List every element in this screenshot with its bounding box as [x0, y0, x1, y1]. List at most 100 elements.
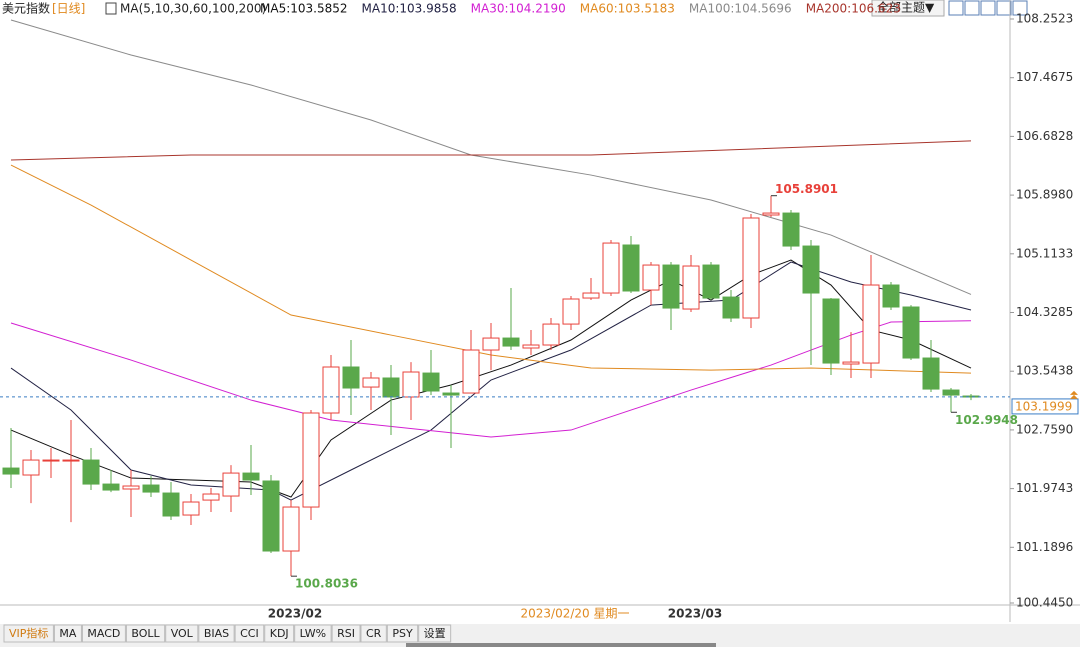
candle-body [322, 366, 340, 414]
tab-label[interactable]: MACD [87, 627, 120, 640]
tab-frame[interactable] [81, 624, 126, 643]
period[interactable]: [日线] [52, 2, 85, 16]
ma-set[interactable]: MA(5,10,30,60,100,200) [120, 2, 266, 16]
tab-label[interactable]: BOLL [131, 627, 160, 640]
tab-frame[interactable] [386, 624, 419, 643]
legend-entry: MA30:104.2190 [471, 2, 566, 16]
candle-body [562, 298, 580, 325]
last-price-box [1011, 398, 1079, 415]
theme-button[interactable] [871, 0, 945, 17]
tab[interactable]: VIP指标 [3, 624, 54, 643]
tab[interactable]: BIAS [198, 624, 235, 643]
candle-body [762, 212, 780, 216]
tab[interactable]: BOLL [125, 624, 166, 643]
ma-icon[interactable] [105, 2, 117, 15]
tool-button[interactable] [1012, 0, 1028, 16]
tool-button[interactable] [980, 0, 996, 16]
tab[interactable]: CCI [234, 624, 265, 643]
tab-label[interactable]: MA [59, 627, 76, 640]
annotation: 102.9948 [955, 413, 1018, 427]
tab[interactable]: 设置 [418, 624, 452, 643]
tool-button[interactable] [964, 0, 980, 16]
tab-frame[interactable] [125, 624, 166, 643]
y-tick-label: 106.6828 [1016, 129, 1073, 143]
tab-frame[interactable] [360, 624, 387, 643]
candle-body [182, 501, 200, 516]
legend-entry: MA10:103.9858 [362, 2, 457, 16]
candle-body [222, 472, 240, 497]
candle-body [542, 323, 560, 346]
tab-label[interactable]: LW% [300, 627, 326, 640]
instrument: 美元指数 [2, 1, 50, 16]
tab-label[interactable]: CCI [240, 627, 259, 640]
candle-body [262, 480, 280, 552]
tab[interactable]: RSI [331, 624, 361, 643]
tab[interactable]: VOL [165, 624, 199, 643]
candle-body [342, 366, 360, 389]
tab-frame[interactable] [264, 624, 295, 643]
candle-body [842, 361, 860, 365]
tab-frame[interactable] [165, 624, 199, 643]
ma-line [10, 140, 972, 161]
y-tick-label: 107.4675 [1016, 70, 1073, 84]
candle-body [242, 472, 260, 481]
y-tick-label: 103.5438 [1016, 364, 1073, 378]
tab[interactable]: MA [53, 624, 82, 643]
candle-body [42, 459, 60, 462]
candle-body [682, 265, 700, 310]
tab[interactable]: LW% [294, 624, 332, 643]
tab-label[interactable]: RSI [337, 627, 355, 640]
tab-label[interactable]: VIP指标 [9, 626, 48, 640]
candle-body [422, 372, 440, 392]
theme-button-label[interactable]: 全部主题▼ [877, 0, 935, 15]
tab[interactable]: MACD [81, 624, 126, 643]
ma-line [10, 164, 972, 374]
candle-body [302, 412, 320, 508]
candle-body [62, 459, 80, 462]
tab[interactable]: CR [360, 624, 387, 643]
candle-body [782, 212, 800, 247]
y-tick-label: 102.7590 [1016, 422, 1073, 436]
candle-body [822, 298, 840, 364]
tab-label[interactable]: PSY [392, 627, 413, 640]
ma-line [10, 261, 972, 501]
candle-body [882, 284, 900, 308]
tab-frame[interactable] [234, 624, 265, 643]
candle-body [202, 493, 220, 501]
tab-frame[interactable] [198, 624, 235, 643]
candle-body [642, 264, 660, 291]
tab-frame[interactable] [294, 624, 332, 643]
tab-label[interactable]: VOL [171, 627, 194, 640]
candle-body [602, 242, 620, 294]
tab-bar [0, 624, 1080, 647]
y-tick-label: 105.8980 [1016, 188, 1073, 202]
candle-body [382, 377, 400, 398]
candle-body [402, 371, 420, 398]
tab-frame[interactable] [53, 624, 82, 643]
candle-body [82, 459, 100, 485]
tool-buttons [948, 0, 1028, 16]
candle-body [902, 306, 920, 359]
tab-frame[interactable] [331, 624, 361, 643]
tool-button[interactable] [948, 0, 964, 16]
tab[interactable]: KDJ [264, 624, 295, 643]
candle-body [102, 483, 120, 491]
tab-label[interactable]: 设置 [424, 627, 446, 640]
tab-label[interactable]: CR [366, 627, 382, 640]
ma-line [10, 259, 972, 498]
y-tick-label: 101.1896 [1016, 540, 1073, 554]
tab-label[interactable]: BIAS [204, 627, 229, 640]
tab-label[interactable]: KDJ [270, 627, 289, 640]
y-tick-label: 100.4450 [1016, 596, 1073, 610]
tool-button[interactable] [996, 0, 1012, 16]
tab-frame[interactable] [3, 624, 54, 643]
scrollbar[interactable] [406, 643, 716, 647]
tab[interactable]: PSY [386, 624, 419, 643]
legend-entry: MA200:106.623 [806, 2, 901, 16]
candle-body [162, 492, 180, 517]
tab-frame[interactable] [418, 624, 452, 643]
candle-body [742, 217, 760, 319]
y-tick-label: 108.2523 [1016, 12, 1073, 26]
candle-body [582, 292, 600, 299]
